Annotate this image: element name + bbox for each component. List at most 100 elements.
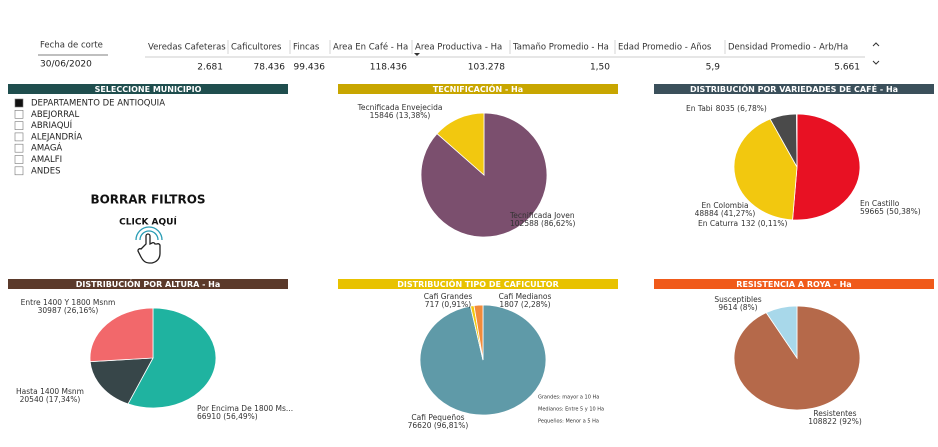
slice-label: Susceptibles 9614 (8%) — [714, 295, 761, 312]
slice-value: 20540 (17,34%) — [20, 395, 81, 404]
panel-header — [338, 84, 618, 94]
pie-slice — [792, 113, 861, 221]
panel-header — [338, 279, 618, 289]
column-value: 99.436 — [294, 63, 326, 73]
checkbox[interactable] — [14, 132, 24, 142]
pie-slice — [89, 357, 154, 405]
slice-label: Tecnificada Envejecida 15846 (13,38%) — [357, 103, 443, 120]
slice-category: Por Encima De 1800 Ms... — [197, 404, 293, 413]
slice-category: Resistentes — [813, 409, 856, 418]
slice-value: 1807 (2,28%) — [499, 300, 550, 309]
checkbox[interactable] — [14, 98, 24, 108]
slice-value: 59665 (50,38%) — [860, 207, 921, 216]
municipio-item: ALEJANDRÍA — [31, 130, 82, 142]
slice-category: Tecnificada Joven — [509, 211, 575, 220]
panel-header — [654, 279, 934, 289]
checkbox[interactable] — [14, 155, 24, 164]
slice-category: En Colombia — [701, 201, 748, 210]
column-value: 1,50 — [590, 63, 610, 73]
date-label: Fecha de corte — [40, 41, 103, 51]
panel-title: DISTRIBUCIÓN POR VARIEDADES DE CAFÉ - Ha — [690, 83, 898, 94]
slice-category: Entre 1400 Y 1800 Msnm — [21, 298, 116, 307]
column-header: Area Productiva - Ha — [415, 43, 502, 53]
list-fade — [8, 177, 98, 185]
slice-label: Tecnificada Joven 102588 (86,62%) — [509, 211, 576, 228]
pie-slice — [473, 304, 484, 361]
column-value: 5,9 — [706, 63, 721, 73]
panel-header — [654, 84, 934, 94]
column-header: Tamaño Promedio - Ha — [512, 43, 609, 53]
clear-hint[interactable]: CLICK AQUÍ — [119, 216, 177, 228]
slice-label: Por Encima De 1800 Ms... 66910 (56,49%) — [197, 404, 293, 421]
pie-slice — [89, 307, 154, 363]
slice-category: Susceptibles — [714, 295, 761, 304]
panel-title: DISTRIBUCIÓN TIPO DE CAFICULTOR — [397, 278, 559, 289]
slice-value: 76620 (96,81%) — [408, 421, 469, 430]
column-header: Densidad Promedio - Arb/Ha — [728, 43, 848, 53]
panel-header — [8, 279, 288, 289]
slice-value: 717 (0,91%) — [425, 300, 471, 309]
slice-category: Cafi Grandes — [424, 292, 473, 301]
panel-title: RESISTENCIA A ROYA - Ha — [736, 280, 851, 289]
pie-slice — [733, 118, 798, 221]
slice-category: En Tabi — [686, 104, 713, 113]
slice-value: 132 (0,11%) — [741, 219, 787, 228]
municipio-item: ABRIAQUÍ — [31, 119, 73, 131]
column-value: 118.436 — [370, 63, 407, 73]
sort-arrow — [414, 53, 420, 56]
slice-label: Cafi Pequeños 76620 (96,81%) — [408, 413, 469, 430]
municipio-item: ABEJORRAL — [31, 110, 79, 120]
chart-note: Grandes: mayor a 10 Ha — [538, 395, 599, 401]
slice-label: Resistentes 108822 (92%) — [808, 409, 862, 426]
slice-category: Tecnificada Envejecida — [357, 103, 443, 112]
panel-title: TECNIFICACIÓN - Ha — [433, 83, 523, 94]
clear-filters[interactable]: BORRAR FILTROS — [90, 193, 205, 207]
slice-label: Entre 1400 Y 1800 Msnm 30987 (26,16%) — [21, 298, 116, 315]
checkbox[interactable] — [14, 121, 24, 130]
municipio-item: AMAGÁ — [31, 142, 62, 154]
slice-label: En Colombia 48884 (41,27%) — [695, 201, 756, 218]
slice-value: 30987 (26,16%) — [38, 306, 99, 315]
slice-value: 9614 (8%) — [718, 303, 757, 312]
column-header: Area En Café - Ha — [333, 42, 408, 53]
filter-header — [8, 84, 288, 94]
column-header: Edad Promedio - Años — [618, 43, 712, 53]
filter-title: SELECCIONE MUNICIPIO — [95, 85, 202, 94]
slice-label: En Caturra 132 (0,11%) — [698, 219, 787, 228]
slice-label: Cafi Grandes 717 (0,91%) — [424, 292, 473, 309]
slice-category: Hasta 1400 Msnm — [16, 387, 84, 396]
municipio-item: ANDES — [31, 166, 60, 176]
municipio-item: DEPARTAMENTO DE ANTIOQUIA — [31, 99, 165, 109]
slice-label: Hasta 1400 Msnm 20540 (17,34%) — [16, 387, 84, 404]
slice-value: 66910 (56,49%) — [197, 412, 258, 421]
slice-category: Cafi Pequeños — [411, 413, 464, 422]
column-value: 103.278 — [468, 63, 505, 73]
slice-category: En Caturra — [698, 219, 738, 228]
chart-note: Pequeños: Menor a 5 Ha — [538, 419, 599, 425]
column-value: 78.436 — [254, 63, 286, 73]
column-value: 5.661 — [834, 63, 860, 73]
date-value: 30/06/2020 — [40, 60, 92, 70]
checkbox[interactable] — [14, 143, 24, 153]
hand-icon[interactable] — [135, 226, 163, 264]
pie-slice — [765, 305, 798, 360]
chart-note: Medianos: Entre 5 y 10 Ha — [538, 407, 604, 413]
slice-category: En Castillo — [860, 199, 900, 208]
slice-value: 108822 (92%) — [808, 417, 862, 426]
slice-value: 15846 (13,38%) — [370, 111, 431, 120]
municipio-item: AMALFI — [31, 155, 62, 165]
slice-label: En Castillo 59665 (50,38%) — [860, 199, 921, 216]
checkbox[interactable] — [14, 166, 24, 176]
panel-title: DISTRIBUCIÓN POR ALTURA - Ha — [76, 278, 221, 289]
slice-value: 48884 (41,27%) — [695, 209, 756, 218]
slice-value: 102588 (86,62%) — [510, 219, 576, 228]
scroll-arrows[interactable] — [872, 42, 880, 65]
pie-slice — [127, 307, 217, 409]
pie-slice — [436, 112, 485, 176]
slice-value: 8035 (6,78%) — [716, 104, 767, 113]
checkbox[interactable] — [14, 110, 24, 119]
column-header: Caficultores — [231, 43, 282, 53]
column-header: Veredas Cafeteras — [148, 43, 226, 53]
slice-category: Cafi Medianos — [499, 292, 552, 301]
